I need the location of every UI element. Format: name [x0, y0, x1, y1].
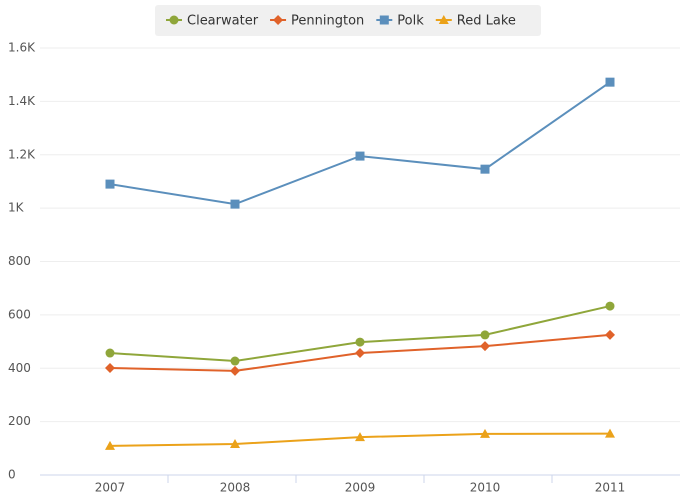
x-tick-label: 2010: [470, 481, 501, 495]
marker: [605, 329, 615, 340]
y-tick-label: 1.2K: [8, 147, 36, 161]
y-tick-label: 600: [8, 307, 31, 321]
marker: [273, 15, 284, 25]
marker: [230, 439, 240, 449]
marker: [230, 356, 240, 366]
marker: [605, 77, 615, 87]
x-tick-label: 2008: [220, 481, 251, 495]
x-tick-label: 2009: [345, 481, 376, 495]
marker: [605, 301, 615, 311]
legend: Clearwater Pennington Polk Red Lake: [166, 14, 516, 29]
marker: [230, 199, 240, 209]
legend-box: [155, 5, 541, 36]
marker: [355, 337, 365, 347]
x-tick-label: 2011: [595, 481, 626, 495]
marker: [169, 15, 179, 25]
series-line: [109, 81, 611, 206]
y-tick-label: 400: [8, 361, 31, 375]
marker: [480, 428, 490, 438]
marker: [480, 164, 490, 174]
marker: [105, 362, 115, 373]
marker: [355, 151, 365, 161]
y-tick-label: 1.6K: [8, 41, 36, 55]
y-tick-label: 200: [8, 414, 31, 428]
y-tick-label: 0: [8, 468, 16, 482]
marker: [355, 348, 365, 359]
marker: [105, 179, 115, 189]
y-tick-label: 1K: [8, 201, 25, 215]
y-tick-label: 800: [8, 254, 31, 268]
marker: [438, 15, 449, 24]
marker: [480, 330, 490, 340]
legend-label: Pennington: [291, 14, 364, 29]
marker: [605, 428, 615, 438]
marker: [105, 348, 115, 358]
legend-label: Red Lake: [457, 14, 516, 29]
marker: [355, 432, 365, 442]
x-tick-label: 2007: [95, 481, 126, 495]
legend-label: Clearwater: [187, 14, 259, 29]
marker: [379, 15, 389, 25]
legend-label: Polk: [397, 14, 424, 29]
marker: [105, 440, 115, 450]
y-tick-label: 1.4K: [8, 94, 36, 108]
marker: [230, 365, 240, 376]
marker: [480, 341, 490, 352]
